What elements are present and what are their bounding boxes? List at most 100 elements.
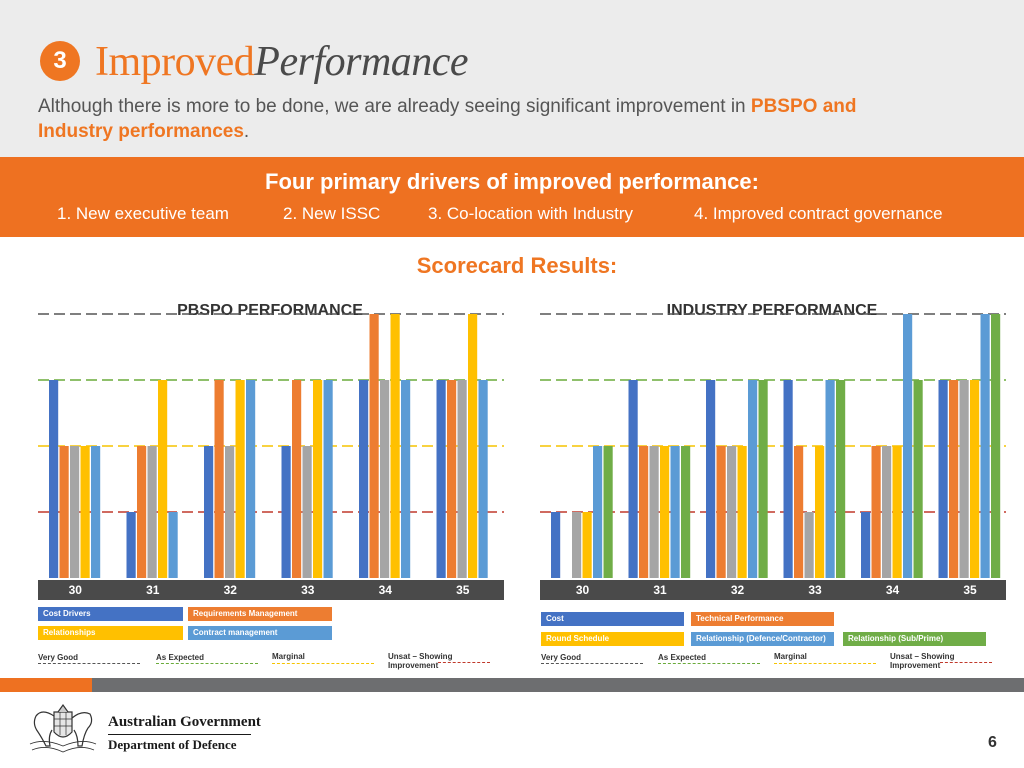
legend-right-unsat-line bbox=[940, 662, 992, 663]
step-badge: 3 bbox=[40, 41, 80, 81]
legend-right-as-expected-line bbox=[658, 663, 760, 664]
industry-bar bbox=[825, 380, 835, 578]
legend-round-schedule: Round Schedule bbox=[541, 632, 684, 646]
industry-axis-band bbox=[540, 580, 1006, 600]
pbspo-bar bbox=[137, 446, 147, 578]
industry-bar bbox=[748, 380, 758, 578]
pbspo-bar bbox=[436, 380, 446, 578]
industry-bar bbox=[681, 446, 691, 578]
page-number: 6 bbox=[988, 734, 997, 751]
pbspo-bar bbox=[447, 380, 457, 578]
industry-bar bbox=[572, 512, 582, 578]
pbspo-bar bbox=[70, 446, 80, 578]
subtitle-end: . bbox=[243, 121, 250, 142]
pbspo-bar bbox=[323, 380, 333, 578]
drivers-title: Four primary drivers of improved perform… bbox=[265, 169, 759, 194]
industry-bar bbox=[551, 512, 561, 578]
subtitle: Although there is more to be done, we ar… bbox=[38, 94, 918, 144]
industry-bar bbox=[758, 380, 768, 578]
legend-as-expected: As Expected bbox=[156, 653, 205, 662]
pbspo-axis-band bbox=[38, 580, 504, 600]
industry-tick-label: 31 bbox=[653, 583, 667, 597]
legend-marginal-line bbox=[272, 663, 374, 664]
pbspo-bar bbox=[478, 380, 488, 578]
industry-bar bbox=[716, 446, 726, 578]
industry-bar bbox=[913, 380, 923, 578]
pbspo-bar bbox=[168, 512, 178, 578]
industry-bar bbox=[959, 380, 969, 578]
driver-item-2: 2. New ISSC bbox=[283, 204, 381, 223]
industry-bar bbox=[815, 446, 825, 578]
legend-cost: Cost bbox=[541, 612, 684, 626]
pbspo-bar bbox=[359, 380, 369, 578]
pbspo-bar bbox=[246, 380, 256, 578]
pbspo-bar bbox=[369, 314, 379, 578]
driver-item-1: 1. New executive team bbox=[57, 204, 229, 223]
pbspo-bar bbox=[147, 446, 157, 578]
industry-bar bbox=[836, 380, 846, 578]
pbspo-bar bbox=[91, 446, 101, 578]
industry-bar bbox=[783, 380, 793, 578]
industry-tick-label: 34 bbox=[886, 583, 900, 597]
industry-bar bbox=[649, 446, 659, 578]
industry-tick-label: 33 bbox=[808, 583, 822, 597]
pbspo-bar bbox=[49, 380, 59, 578]
driver-item-4: 4. Improved contract governance bbox=[694, 204, 943, 223]
industry-bar bbox=[603, 446, 613, 578]
industry-bar bbox=[991, 314, 1001, 578]
industry-bar bbox=[670, 446, 680, 578]
pbspo-tick-label: 34 bbox=[379, 583, 393, 597]
legend-relationship-defence-contractor: Relationship (Defence/Contractor) bbox=[691, 632, 834, 646]
title-part-2: Performance bbox=[254, 39, 469, 85]
industry-tick-label: 35 bbox=[963, 583, 977, 597]
pbspo-bar bbox=[380, 380, 390, 578]
pbspo-bar bbox=[225, 446, 235, 578]
legend-cost-drivers: Cost Drivers bbox=[38, 607, 183, 621]
industry-bar bbox=[949, 380, 959, 578]
industry-bar bbox=[861, 512, 871, 578]
industry-tick-label: 32 bbox=[731, 583, 745, 597]
pbspo-bar bbox=[281, 446, 291, 578]
page-title: ImprovedPerformance bbox=[95, 38, 469, 86]
legend-unsat-line bbox=[438, 662, 490, 663]
legend-right-very-good: Very Good bbox=[541, 653, 582, 662]
industry-tick-label: 30 bbox=[576, 583, 590, 597]
footer-bar bbox=[0, 678, 1024, 692]
pbspo-bar bbox=[292, 380, 302, 578]
pbspo-tick-label: 33 bbox=[301, 583, 315, 597]
industry-bar bbox=[727, 446, 737, 578]
pbspo-tick-label: 35 bbox=[456, 583, 470, 597]
industry-bar bbox=[892, 446, 902, 578]
industry-bar bbox=[628, 380, 638, 578]
pbspo-tick-label: 32 bbox=[224, 583, 238, 597]
legend-unsat: Unsat – Showing Improvement bbox=[388, 652, 453, 670]
legend-contract-management: Contract management bbox=[188, 626, 332, 640]
industry-bar bbox=[804, 512, 814, 578]
industry-bar bbox=[593, 446, 603, 578]
driver-item-3: 3. Co-location with Industry bbox=[428, 204, 634, 223]
legend-relationship-sub-prime: Relationship (Sub/Prime) bbox=[843, 632, 986, 646]
subtitle-highlight: PBSPO and Industry performances bbox=[38, 96, 857, 142]
gov-logo-line-1: Australian Government bbox=[108, 714, 261, 730]
legend-technical-performance: Technical Performance bbox=[691, 612, 834, 626]
pbspo-bar bbox=[468, 314, 478, 578]
pbspo-performance-chart: 30 31 32 33 34 35 bbox=[38, 313, 504, 600]
industry-bar bbox=[938, 380, 948, 578]
legend-very-good-line bbox=[38, 663, 140, 664]
legend-as-expected-line bbox=[156, 663, 258, 664]
legend-right-marginal: Marginal bbox=[774, 652, 807, 661]
legend-marginal: Marginal bbox=[272, 652, 305, 661]
industry-bar bbox=[903, 314, 913, 578]
pbspo-bar bbox=[235, 380, 245, 578]
legend-relationships: Relationships bbox=[38, 626, 183, 640]
legend-right-unsat: Unsat – Showing Improvement bbox=[890, 652, 955, 670]
subtitle-text: Although there is more to be done, we ar… bbox=[38, 96, 751, 117]
pbspo-bar bbox=[214, 380, 224, 578]
industry-chart-title: INDUSTRY PERFORMANCE bbox=[666, 302, 878, 319]
industry-bar bbox=[706, 380, 716, 578]
industry-bar bbox=[737, 446, 747, 578]
gov-logo-rule bbox=[108, 734, 251, 735]
pbspo-bar bbox=[158, 380, 168, 578]
industry-bar bbox=[980, 314, 990, 578]
